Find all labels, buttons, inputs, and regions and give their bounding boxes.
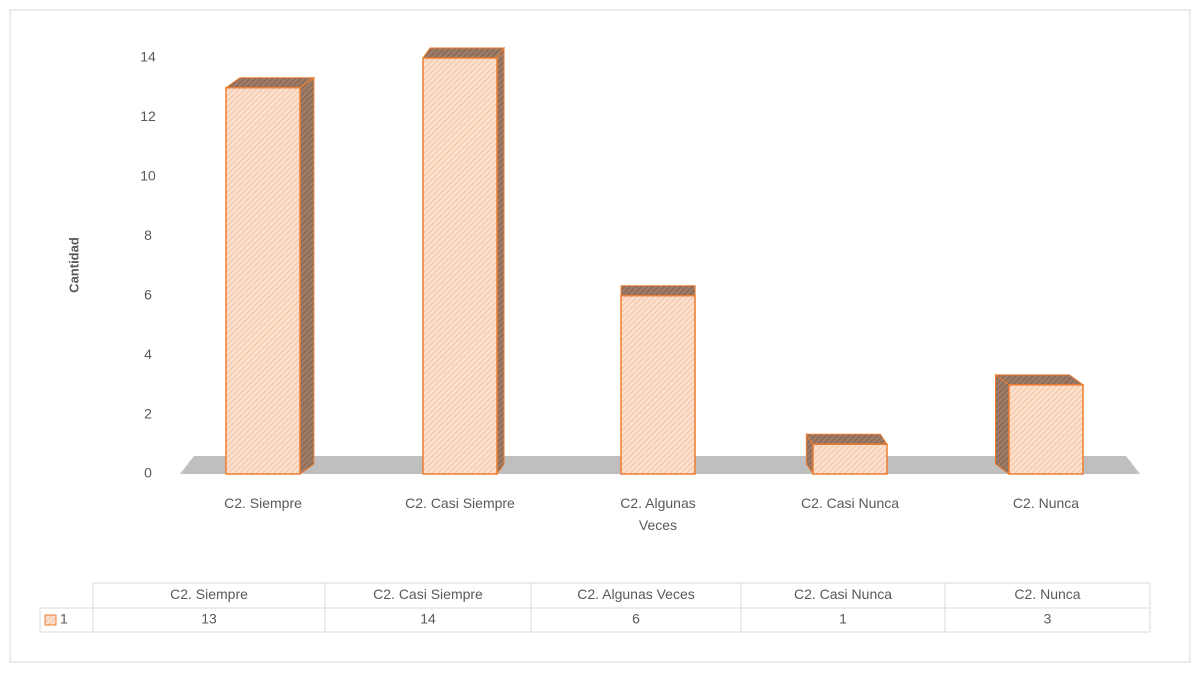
bar-front	[1009, 385, 1083, 474]
legend-label: 1	[60, 611, 68, 627]
bar-front	[813, 444, 887, 474]
bar	[226, 78, 314, 474]
x-tick-label: C2. Casi Siempre	[405, 492, 515, 514]
table-header: C2. Casi Nunca	[794, 586, 892, 602]
x-tick-label: C2. Casi Nunca	[795, 492, 905, 514]
chart-border	[10, 10, 1190, 662]
x-tick-label: C2. Nunca	[991, 492, 1101, 514]
bar-top	[806, 434, 887, 444]
bar	[423, 48, 504, 474]
legend-key	[45, 615, 56, 625]
x-tick-label: C2. Siempre	[208, 492, 318, 514]
x-tick-label-box: C2. Algunas Veces	[603, 492, 713, 542]
x-tick-label: C2. Algunas Veces	[603, 492, 713, 536]
table-value: 3	[1044, 611, 1052, 627]
bar-top	[226, 78, 314, 88]
y-tick-label: 6	[144, 286, 152, 302]
table-header: C2. Casi Siempre	[373, 586, 483, 602]
table-value: 13	[201, 611, 217, 627]
bar-top	[621, 286, 695, 296]
bar-side	[497, 48, 504, 474]
y-axis-title: Cantidad	[66, 237, 81, 293]
bar-top	[995, 375, 1083, 385]
y-tick-label: 14	[140, 49, 156, 65]
x-tick-label-box: C2. Casi Nunca	[795, 492, 905, 542]
x-tick-label-box: C2. Nunca	[991, 492, 1101, 542]
y-tick-label: 8	[144, 227, 152, 243]
table-value: 6	[632, 611, 640, 627]
bar-front	[226, 88, 300, 474]
table-value: 14	[420, 611, 436, 627]
bar	[806, 434, 887, 474]
y-tick-label: 4	[144, 346, 152, 362]
table-value: 1	[839, 611, 847, 627]
table-header: C2. Nunca	[1014, 586, 1080, 602]
bar	[995, 375, 1083, 474]
x-tick-label-box: C2. Casi Siempre	[405, 492, 515, 542]
y-tick-label: 2	[144, 405, 152, 421]
bar-front	[423, 58, 497, 474]
y-tick-label: 10	[140, 168, 156, 184]
bar	[621, 286, 695, 474]
bar-side	[995, 375, 1009, 474]
bar-front	[621, 296, 695, 474]
x-tick-label-box: C2. Siempre	[208, 492, 318, 542]
table-header: C2. Algunas Veces	[577, 586, 695, 602]
bar-top	[423, 48, 504, 58]
table-header: C2. Siempre	[170, 586, 248, 602]
y-tick-label: 0	[144, 465, 152, 481]
y-tick-label: 12	[140, 108, 156, 124]
bar-side	[300, 78, 314, 474]
